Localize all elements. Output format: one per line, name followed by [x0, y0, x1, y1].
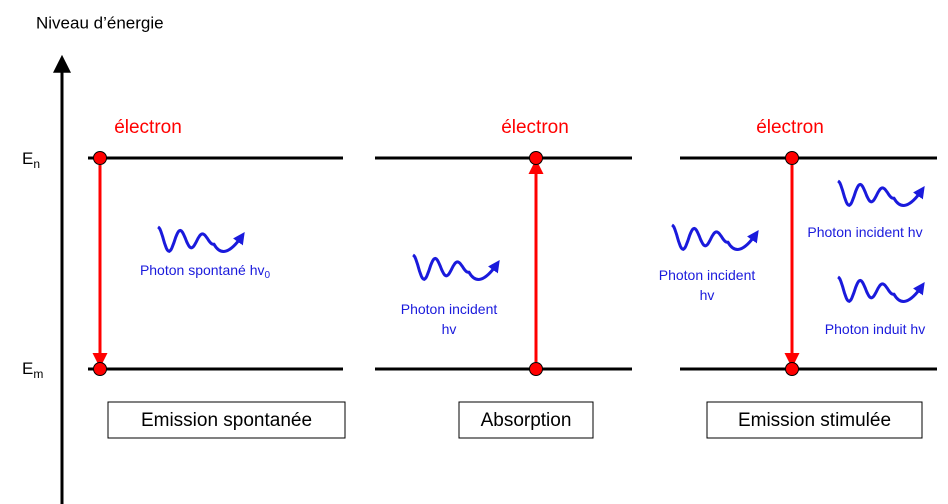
caption-box: [107, 401, 346, 439]
electron-label: électron: [114, 117, 182, 138]
electron: [93, 362, 107, 376]
electron: [785, 151, 799, 165]
photon-text: Photon incident hv: [807, 224, 922, 240]
photon-text: Photon spontané hv: [140, 262, 265, 278]
electron: [529, 151, 543, 165]
caption-box: [458, 401, 594, 439]
caption: Absorption: [481, 410, 572, 431]
photon-label: hv: [700, 287, 715, 303]
photon-wave: [671, 223, 759, 251]
photon-label: Photon spontané hv0: [140, 262, 271, 281]
photon-text: Photon incident: [401, 301, 498, 317]
photon-label: Photon induit hv: [825, 321, 925, 337]
photon-label: Photon incident: [401, 301, 498, 317]
photon-text: hv: [700, 287, 715, 303]
axis-label: Niveau d’énergie: [36, 13, 164, 32]
electron: [529, 362, 543, 376]
photon-wave: [837, 275, 925, 303]
panels: électron Photon spontané hv0 Emission spon…: [88, 117, 937, 439]
caption: Emission spontanée: [141, 410, 312, 431]
level-label: En: [22, 149, 40, 171]
caption-box: [706, 401, 923, 439]
photon-label: Photon incident: [659, 267, 756, 283]
photon-wave: [412, 253, 500, 281]
photon-subscript: 0: [264, 270, 270, 281]
electron: [93, 151, 107, 165]
photon-wave: [837, 179, 925, 207]
photon-text: Photon incident: [659, 267, 756, 283]
electron: [785, 362, 799, 376]
photon-text: Photon induit hv: [825, 321, 925, 337]
photon-label: Photon incident hv: [807, 224, 922, 240]
electron-label: électron: [756, 117, 824, 138]
caption: Emission stimulée: [738, 410, 891, 431]
electron-label: électron: [501, 117, 569, 138]
photon-text: hv: [442, 321, 457, 337]
level-label: Em: [22, 359, 43, 381]
photon-wave: [157, 225, 245, 253]
photon-label: hv: [442, 321, 457, 337]
